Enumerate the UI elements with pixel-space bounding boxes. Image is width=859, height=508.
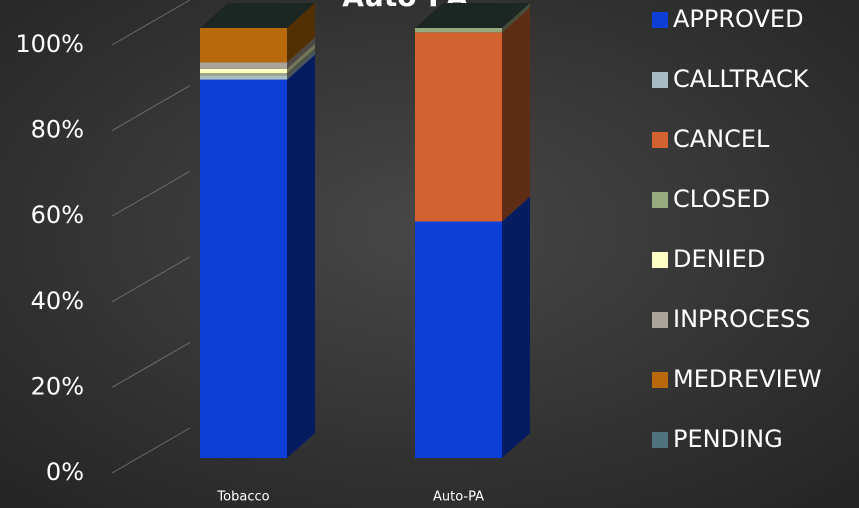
legend-label: INPROCESS	[673, 305, 810, 333]
grid-line	[111, 427, 191, 474]
grid-line	[111, 256, 191, 303]
legend-swatch	[652, 312, 668, 328]
y-tick-label: 80%	[31, 116, 84, 144]
grid-line	[111, 341, 191, 388]
y-tick-label: 20%	[31, 372, 84, 400]
y-tick-label: 0%	[46, 458, 84, 486]
legend-label: APPROVED	[673, 5, 804, 33]
legend-label: CLOSED	[673, 185, 770, 213]
legend-label: DENIED	[673, 245, 765, 273]
grid-line	[111, 0, 191, 46]
bar-side-shade	[287, 54, 315, 458]
bar-side-shade	[287, 50, 315, 80]
legend-swatch	[652, 372, 668, 388]
legend-label: CALLTRACK	[673, 65, 810, 93]
bar-side-shade	[502, 3, 530, 33]
bar-segment	[200, 28, 287, 63]
grid-line	[111, 85, 191, 132]
legend-label: PENDING	[673, 425, 783, 453]
bar-segment	[415, 221, 502, 458]
bar-side-shade	[287, 43, 315, 74]
grid-line	[111, 170, 191, 217]
y-tick-label: 40%	[31, 287, 84, 315]
bar-side-shade	[287, 3, 315, 63]
legend-swatch	[652, 432, 668, 448]
bar-segment	[415, 28, 502, 33]
bar-segment	[200, 73, 287, 76]
x-tick-label: Tobacco	[216, 490, 269, 505]
bar-side-shade	[502, 7, 530, 222]
bar-side-shade	[287, 48, 315, 76]
bar-segment	[200, 75, 287, 80]
legend-label: CANCEL	[673, 125, 770, 153]
bar-top	[200, 3, 315, 28]
legend-label: MEDREVIEW	[673, 365, 822, 393]
bar-segment	[200, 68, 287, 74]
bar-segment	[415, 32, 502, 222]
legend-swatch	[652, 72, 668, 88]
x-tick-label: Auto-PA	[433, 490, 484, 505]
legend-swatch	[652, 192, 668, 208]
bar-side-shade	[287, 37, 315, 69]
y-tick-label: 100%	[15, 30, 84, 58]
legend-swatch	[652, 252, 668, 268]
legend-swatch	[652, 132, 668, 148]
bar-segment	[200, 79, 287, 458]
y-tick-label: 60%	[31, 201, 84, 229]
legend-swatch	[652, 12, 668, 28]
bar-segment	[200, 62, 287, 69]
bar-top	[415, 3, 530, 28]
bar-side-shade	[502, 196, 530, 458]
